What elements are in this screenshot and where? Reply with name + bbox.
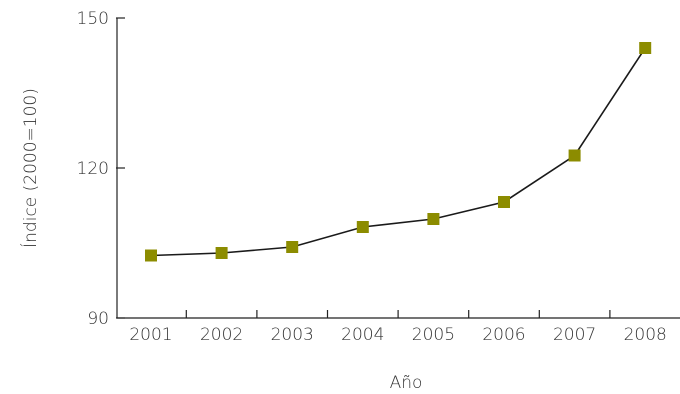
x-tick-label: 2003 <box>271 325 314 345</box>
x-axis-label: Año <box>390 373 423 393</box>
x-tick-label: 2002 <box>200 325 243 345</box>
data-point-marker <box>215 247 228 259</box>
data-point-marker <box>427 213 440 225</box>
y-tick-label: 120 <box>77 159 109 179</box>
x-tick-label: 2006 <box>482 325 525 345</box>
x-tick-label: 2005 <box>412 325 455 345</box>
data-point-marker <box>639 42 652 54</box>
series-group <box>145 42 652 262</box>
x-ticks: 2001 2002 2003 2004 2005 2006 2007 2008 <box>129 310 667 345</box>
data-point-marker <box>498 196 510 208</box>
x-tick-label: 2008 <box>624 325 667 345</box>
data-point-marker <box>568 149 581 162</box>
y-ticks: 90 120 150 <box>77 9 125 329</box>
data-point-marker <box>286 241 299 253</box>
x-tick-label: 2001 <box>129 325 172 345</box>
y-tick-label: 150 <box>77 9 109 29</box>
y-tick-label: 90 <box>87 309 109 329</box>
x-tick-label: 2004 <box>341 325 384 345</box>
data-point-marker <box>356 221 369 233</box>
axes <box>116 18 680 319</box>
x-tick-label: 2007 <box>553 325 596 345</box>
y-axis-label: Índice (2000=100) <box>19 88 41 248</box>
data-point-marker <box>145 249 157 262</box>
series-line <box>150 47 646 257</box>
